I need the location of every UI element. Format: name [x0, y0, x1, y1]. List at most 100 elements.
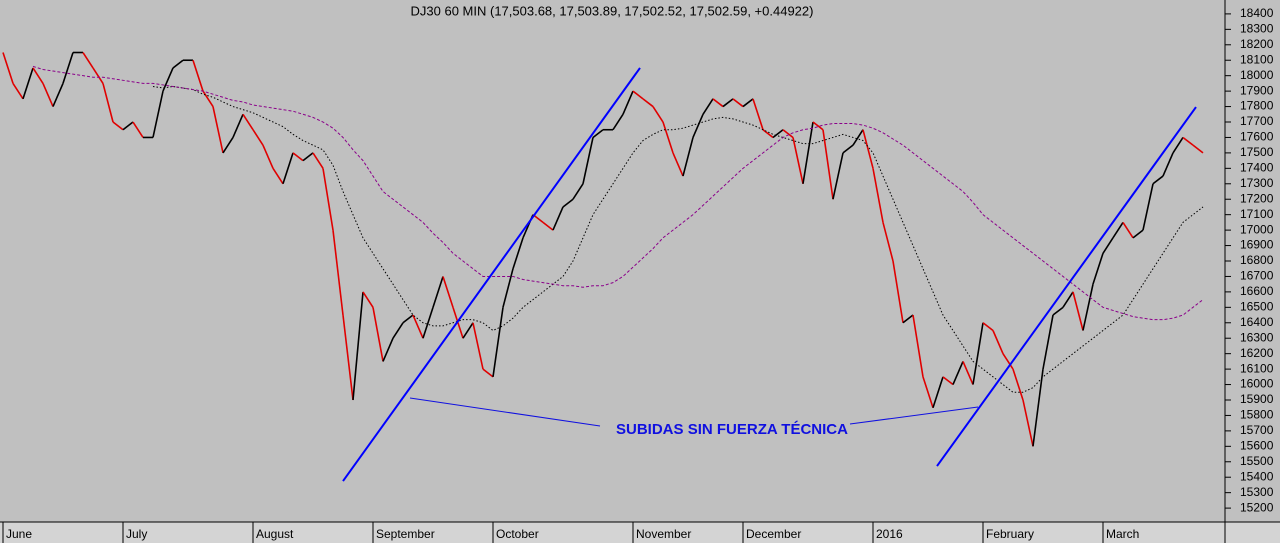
price-segment — [442, 276, 454, 308]
price-segment — [342, 314, 354, 401]
price-segment — [872, 168, 884, 223]
moving-average — [152, 85, 1204, 393]
price-segment — [1182, 136, 1194, 146]
y-tick-label: 17600 — [1240, 130, 1274, 144]
price-segment — [812, 121, 824, 131]
price-segment — [352, 291, 364, 401]
price-segment — [462, 322, 474, 339]
price-segment — [922, 376, 934, 408]
y-tick-label: 18200 — [1240, 37, 1274, 51]
price-segment — [732, 98, 744, 108]
price-segment — [422, 307, 434, 339]
x-tick-label: February — [986, 527, 1034, 541]
y-tick-label: 16200 — [1240, 346, 1274, 360]
y-tick-label: 17700 — [1240, 114, 1274, 128]
price-segment — [1062, 291, 1074, 308]
y-tick-label: 15200 — [1240, 500, 1274, 514]
price-segment — [1142, 183, 1154, 231]
price-segment — [542, 221, 554, 231]
price-segment — [472, 322, 484, 370]
x-tick-label: December — [746, 527, 801, 541]
price-segment — [482, 368, 494, 378]
y-tick-label: 18300 — [1240, 22, 1274, 36]
y-tick-label: 16500 — [1240, 300, 1274, 314]
price-segment — [252, 129, 264, 146]
x-tick-label: November — [636, 527, 691, 541]
y-tick-label: 18000 — [1240, 68, 1274, 82]
price-segment — [492, 307, 504, 377]
price-segment — [592, 129, 604, 139]
y-tick-label: 17000 — [1240, 222, 1274, 236]
price-segment — [372, 307, 384, 362]
price-segment — [42, 83, 54, 107]
price-segment — [982, 322, 994, 332]
price-segment — [122, 121, 134, 131]
moving-average — [32, 65, 1204, 321]
price-segment — [642, 98, 654, 108]
price-segment — [1172, 137, 1184, 154]
y-tick-label: 15400 — [1240, 469, 1274, 483]
price-segment — [432, 276, 444, 308]
price-segment — [942, 376, 954, 386]
price-segment — [272, 167, 284, 185]
price-segment — [802, 121, 814, 184]
price-segment — [702, 98, 714, 115]
price-segment — [692, 113, 704, 138]
price-segment — [1042, 314, 1054, 370]
price-segment — [192, 59, 204, 92]
price-segment — [572, 183, 584, 200]
y-tick-label: 16400 — [1240, 315, 1274, 329]
price-segment — [792, 137, 804, 184]
price-segment — [1122, 221, 1134, 239]
price-segment — [712, 98, 724, 108]
price-segment — [562, 198, 574, 208]
trendline — [342, 67, 641, 482]
price-segment — [932, 376, 944, 408]
x-axis-strip — [0, 522, 1280, 543]
price-segment — [1032, 369, 1044, 447]
price-segment — [952, 361, 964, 385]
price-segment — [212, 106, 224, 154]
price-segment — [52, 83, 64, 107]
price-segment — [622, 90, 634, 115]
price-segment — [842, 144, 854, 154]
price-segment — [752, 98, 764, 130]
y-tick-label: 17400 — [1240, 161, 1274, 175]
price-segment — [32, 67, 44, 84]
price-segment — [282, 152, 294, 185]
y-tick-label: 17500 — [1240, 145, 1274, 159]
price-segment — [232, 113, 244, 138]
price-segment — [912, 314, 924, 377]
y-tick-label: 17800 — [1240, 99, 1274, 113]
y-tick-label: 15500 — [1240, 454, 1274, 468]
price-segment — [322, 168, 334, 231]
y-tick-label: 15700 — [1240, 423, 1274, 437]
price-segment — [742, 98, 754, 108]
price-segment — [1002, 353, 1014, 370]
price-segment — [1082, 283, 1094, 331]
price-segment — [62, 52, 74, 84]
y-tick-label: 16900 — [1240, 238, 1274, 252]
price-segment — [962, 361, 974, 385]
price-segment — [1052, 306, 1064, 316]
price-segment — [292, 152, 304, 162]
price-segment — [822, 129, 834, 200]
x-tick-label: October — [496, 527, 539, 541]
annotation: SUBIDAS SIN FUERZA TÉCNICA — [616, 421, 848, 438]
price-segment — [242, 113, 254, 131]
y-tick-label: 16000 — [1240, 377, 1274, 391]
x-tick-label: August — [256, 527, 294, 541]
y-tick-label: 17100 — [1240, 207, 1274, 221]
price-segment — [1072, 291, 1084, 331]
y-tick-label: 16300 — [1240, 330, 1274, 344]
price-segment — [762, 129, 774, 139]
price-segment — [332, 230, 344, 316]
y-tick-label: 15300 — [1240, 485, 1274, 499]
y-tick-label: 18400 — [1240, 6, 1274, 20]
price-segment — [1112, 221, 1124, 239]
pointer-line — [409, 397, 601, 427]
price-segment — [1132, 229, 1144, 239]
price-segment — [1162, 152, 1174, 177]
price-segment — [162, 67, 174, 92]
